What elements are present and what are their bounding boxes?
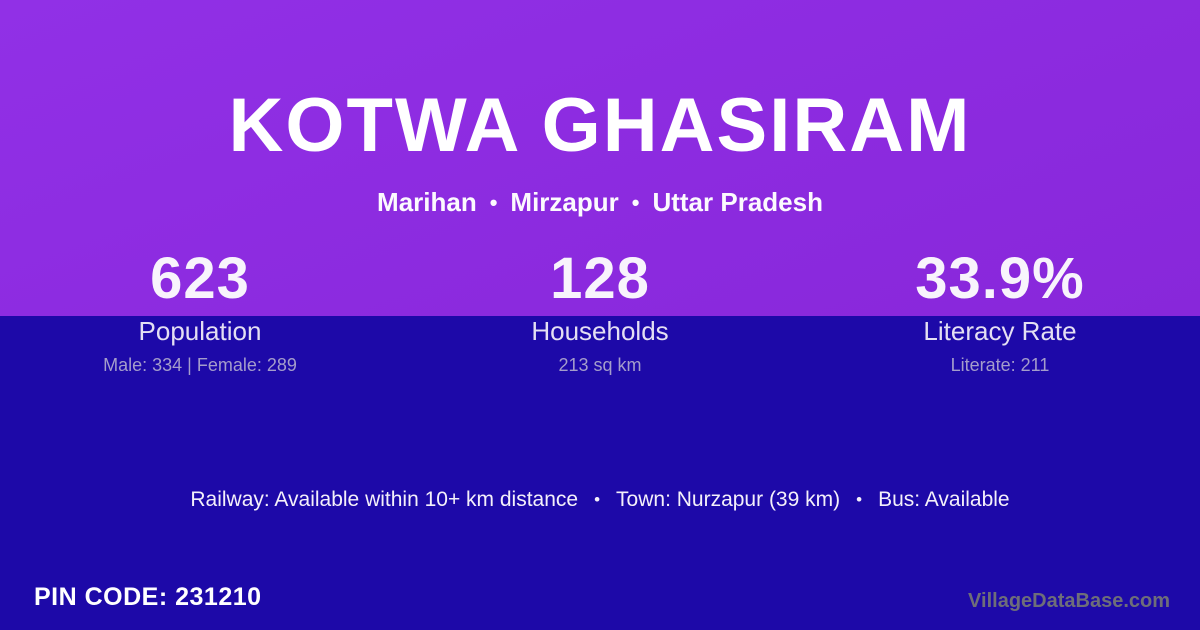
watermark-brand: VillageDataBase.com — [968, 590, 1170, 612]
bullet-separator: • — [631, 190, 640, 215]
stat-households: 128 Households 213 sq km — [400, 248, 800, 376]
stats-row: 623 Population Male: 334 | Female: 289 1… — [0, 248, 1200, 376]
village-title: KOTWA GHASIRAM — [228, 83, 972, 168]
railway-info: Railway: Available within 10+ km distanc… — [190, 488, 579, 511]
bullet-separator: • — [489, 190, 498, 215]
top-purple-band — [0, 0, 1200, 316]
population-label: Population — [138, 316, 262, 346]
households-label: Households — [531, 316, 669, 346]
location-breadcrumb: Marihan • Mirzapur • Uttar Pradesh — [0, 186, 1200, 219]
literacy-detail: Literate: 211 — [950, 355, 1050, 375]
tehsil-name: Marihan — [377, 187, 477, 217]
households-detail: 213 sq km — [558, 355, 642, 375]
connectivity-line: Railway: Available within 10+ km distanc… — [0, 487, 1200, 513]
literacy-label: Literacy Rate — [923, 316, 1077, 346]
district-name: Mirzapur — [510, 187, 619, 217]
bullet-separator: • — [856, 490, 863, 509]
literacy-value: 33.9% — [915, 246, 1085, 311]
stat-population: 623 Population Male: 334 | Female: 289 — [0, 248, 400, 376]
town-info: Town: Nurzapur (39 km) — [616, 488, 841, 511]
stat-literacy: 33.9% Literacy Rate Literate: 211 — [800, 248, 1200, 376]
households-value: 128 — [550, 246, 650, 311]
bus-info: Bus: Available — [878, 488, 1010, 511]
population-value: 623 — [150, 246, 250, 311]
bottom-indigo-band — [0, 316, 1200, 630]
state-name: Uttar Pradesh — [652, 187, 823, 217]
population-detail: Male: 334 | Female: 289 — [103, 355, 297, 375]
pin-code: PIN CODE: 231210 — [34, 583, 262, 611]
bullet-separator: • — [594, 490, 601, 509]
